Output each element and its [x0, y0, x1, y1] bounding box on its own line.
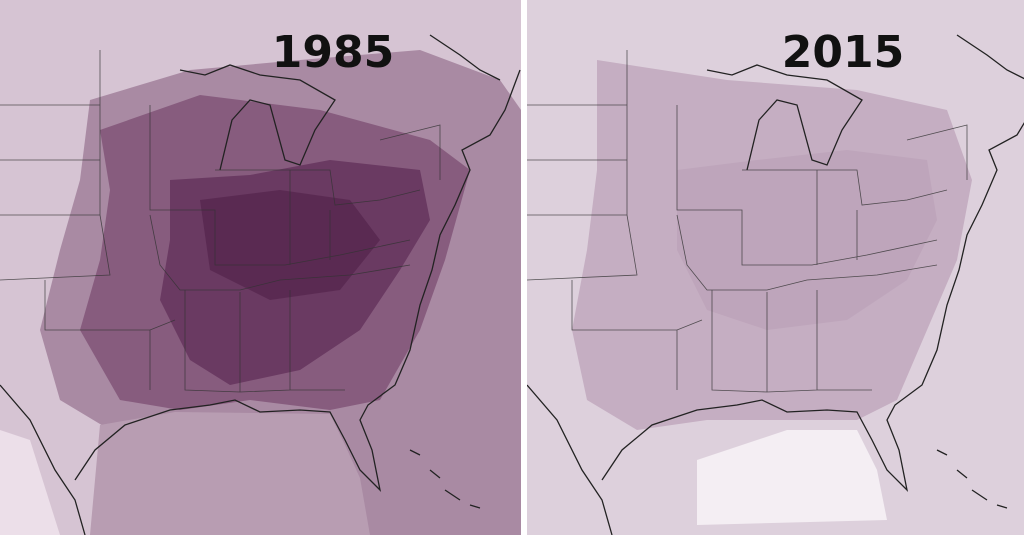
year-label: 1985 [272, 27, 394, 78]
year-label: 2015 [782, 27, 904, 78]
gulf-clear [697, 430, 887, 525]
map-panel-2015 [527, 0, 1024, 535]
gulf-area [90, 412, 370, 535]
light-patch [0, 430, 60, 535]
density-high [677, 150, 937, 330]
divider [521, 0, 527, 535]
map-panel-1985 [0, 0, 521, 535]
